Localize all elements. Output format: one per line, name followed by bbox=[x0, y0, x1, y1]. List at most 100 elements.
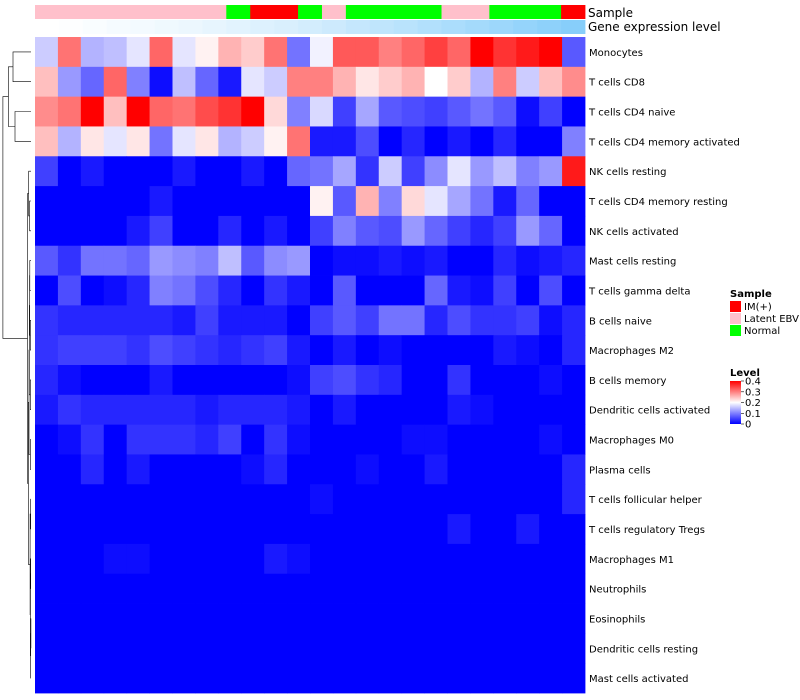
heatmap-cell bbox=[57, 454, 82, 485]
heatmap-cell bbox=[516, 126, 540, 157]
heatmap-cell bbox=[172, 484, 196, 515]
heatmap-cell bbox=[401, 186, 425, 217]
heatmap-cell bbox=[172, 394, 196, 426]
heatmap-cell bbox=[103, 186, 128, 217]
heatmap-cell bbox=[470, 603, 494, 634]
heatmap-cell bbox=[470, 126, 494, 157]
row-label: Neutrophils bbox=[589, 585, 646, 596]
heatmap-cell bbox=[287, 37, 311, 68]
dendrogram-branch bbox=[29, 200, 31, 232]
heatmap-cell bbox=[35, 484, 59, 515]
heatmap-cells bbox=[35, 37, 586, 694]
heatmap-cell bbox=[172, 37, 196, 68]
heatmap-cell bbox=[310, 37, 334, 68]
heatmap-cell bbox=[35, 66, 59, 98]
heatmap-cell bbox=[332, 275, 357, 306]
heatmap-cell bbox=[103, 275, 128, 306]
heatmap-cell bbox=[355, 275, 380, 306]
heatmap-cell bbox=[57, 275, 82, 306]
heatmap-cell bbox=[264, 66, 288, 98]
heatmap-cell bbox=[57, 37, 82, 68]
heatmap-cell bbox=[57, 305, 82, 336]
heatmap-cell bbox=[35, 603, 59, 634]
heatmap-cell bbox=[126, 603, 150, 634]
heatmap-cell bbox=[172, 215, 196, 247]
heatmap-cell bbox=[332, 633, 357, 664]
heatmap-cell bbox=[57, 215, 82, 247]
legend-swatch bbox=[730, 301, 741, 312]
heatmap-cell bbox=[57, 663, 82, 694]
legend-color-bar bbox=[730, 381, 741, 424]
heatmap-cell bbox=[80, 424, 105, 455]
heatmap-cell bbox=[516, 156, 540, 187]
heatmap-cell bbox=[57, 543, 82, 575]
heatmap-cell bbox=[126, 37, 150, 68]
heatmap-cell bbox=[264, 186, 288, 217]
heatmap-cell bbox=[310, 66, 334, 98]
heatmap-cell bbox=[539, 96, 563, 127]
sample-annotation-cell bbox=[321, 5, 347, 19]
row-label: T cells CD8 bbox=[588, 78, 645, 89]
heatmap-cell bbox=[241, 96, 265, 127]
sample-annotation-cell bbox=[226, 5, 251, 19]
heatmap-cell bbox=[355, 156, 380, 187]
heatmap-cell bbox=[447, 603, 471, 634]
heatmap-cell bbox=[447, 66, 471, 98]
heatmap-cell bbox=[332, 514, 357, 545]
heatmap-cell bbox=[149, 663, 173, 694]
heatmap-cell bbox=[355, 66, 380, 98]
heatmap-cell bbox=[424, 186, 448, 217]
heatmap-cell bbox=[516, 215, 540, 247]
heatmap-cell bbox=[447, 424, 471, 455]
gene-expression-annotation-cell bbox=[369, 20, 395, 34]
heatmap-cell bbox=[57, 484, 82, 515]
column-annotations bbox=[35, 5, 586, 34]
sample-annotation-cell bbox=[130, 5, 155, 19]
heatmap-cell bbox=[57, 186, 82, 217]
heatmap-cell bbox=[355, 663, 380, 694]
heatmap-cell bbox=[562, 603, 586, 634]
row-label: Macrophages M2 bbox=[589, 346, 674, 357]
heatmap-cell bbox=[172, 573, 196, 604]
heatmap-cell bbox=[218, 603, 242, 634]
heatmap-cell bbox=[218, 37, 242, 68]
heatmap-cell bbox=[424, 514, 448, 545]
heatmap-cell bbox=[241, 305, 265, 336]
heatmap-cell bbox=[424, 335, 448, 366]
heatmap-cell bbox=[195, 424, 219, 455]
heatmap-cell bbox=[447, 156, 471, 187]
heatmap-cell bbox=[57, 126, 82, 157]
heatmap-cell bbox=[195, 126, 219, 157]
heatmap-cell bbox=[35, 573, 59, 604]
heatmap-cell bbox=[195, 335, 219, 366]
heatmap-cell bbox=[447, 573, 471, 604]
heatmap-cell bbox=[172, 305, 196, 336]
row-labels: Monocytes T cells CD8 T cells CD4 naive T c… bbox=[588, 48, 740, 685]
sample-annotation-cell bbox=[58, 5, 84, 19]
heatmap-cell bbox=[401, 663, 425, 694]
heatmap-cell bbox=[516, 633, 540, 664]
heatmap-cell bbox=[447, 514, 471, 545]
row-label: Eosinophils bbox=[589, 615, 645, 626]
sample-annotation-cell bbox=[82, 5, 108, 19]
heatmap-cell bbox=[493, 424, 517, 455]
heatmap-cell bbox=[332, 96, 357, 127]
heatmap-cell bbox=[287, 365, 311, 396]
heatmap-cell bbox=[470, 454, 494, 485]
gene-expression-annotation-cell bbox=[537, 20, 562, 34]
row-label: Mast cells resting bbox=[589, 257, 676, 268]
heatmap-cell bbox=[539, 156, 563, 187]
heatmap-cell bbox=[355, 215, 380, 247]
heatmap-cell bbox=[355, 603, 380, 634]
heatmap-cell bbox=[516, 424, 540, 455]
heatmap-cell bbox=[378, 484, 403, 515]
heatmap-cell bbox=[355, 633, 380, 664]
heatmap-cell bbox=[539, 66, 563, 98]
heatmap-cell bbox=[310, 215, 334, 247]
row-label: Dendritic cells activated bbox=[589, 406, 710, 417]
heatmap-cell bbox=[401, 424, 425, 455]
heatmap-cell bbox=[195, 245, 219, 276]
heatmap-cell bbox=[35, 335, 59, 366]
heatmap-cell bbox=[401, 484, 425, 515]
